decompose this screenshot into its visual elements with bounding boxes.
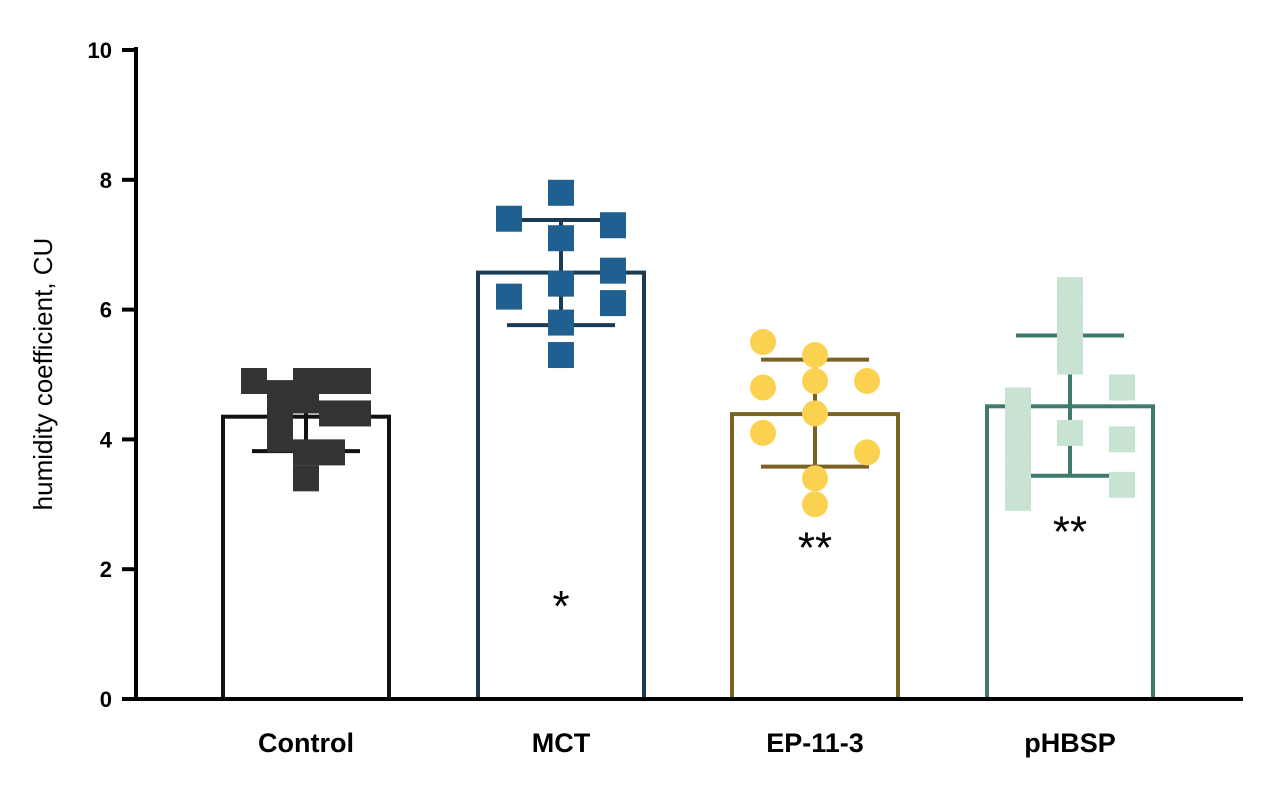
- data-point: [802, 367, 828, 394]
- data-point: [496, 283, 522, 310]
- data-point: [802, 342, 828, 369]
- data-point: [241, 367, 267, 394]
- data-point: [1109, 374, 1135, 401]
- data-point: [1057, 277, 1083, 304]
- data-point: [1057, 348, 1083, 375]
- axes-layer: [134, 47, 1243, 701]
- data-point: [345, 400, 371, 427]
- significance-marker: **: [798, 523, 832, 572]
- x-tick-label: Control: [258, 728, 354, 758]
- x-tick-label: pHBSP: [1024, 728, 1116, 758]
- data-point: [496, 205, 522, 232]
- data-point: [548, 270, 574, 297]
- x-tick-label: EP-11-3: [766, 728, 864, 758]
- bar: [476, 270, 646, 701]
- data-point: [1005, 458, 1031, 485]
- y-tick-label: 2: [100, 557, 112, 582]
- data-point: [600, 212, 626, 239]
- data-point: [1057, 419, 1083, 446]
- x-tick-label: MCT: [532, 728, 591, 758]
- y-tick-label: 6: [100, 298, 112, 323]
- data-point: [293, 439, 319, 466]
- data-point: [293, 465, 319, 492]
- data-point: [854, 367, 880, 394]
- data-point: [600, 257, 626, 284]
- data-point: [802, 465, 828, 492]
- y-tick-label: 4: [100, 427, 113, 452]
- significance-layer: *** **: [552, 507, 1087, 631]
- data-point: [1109, 426, 1135, 453]
- data-point: [548, 225, 574, 252]
- data-point: [319, 400, 345, 427]
- data-point: [802, 491, 828, 518]
- data-point: [267, 380, 293, 407]
- significance-marker: *: [552, 582, 569, 631]
- data-point: [267, 426, 293, 453]
- y-ticks-layer: 0 2 4 6 8 10: [88, 38, 136, 712]
- data-point: [345, 367, 371, 394]
- y-tick-label: 8: [100, 168, 112, 193]
- data-point: [548, 342, 574, 369]
- data-point: [548, 179, 574, 206]
- y-tick-label: 0: [100, 687, 112, 712]
- data-point: [319, 439, 345, 466]
- y-axis-label: humidity coefficient, CU: [28, 238, 58, 511]
- data-point: [293, 387, 319, 414]
- data-point: [1109, 471, 1135, 498]
- points-layer: [241, 179, 1135, 518]
- data-point: [802, 400, 828, 427]
- data-point: [1057, 303, 1083, 330]
- data-point: [750, 374, 776, 401]
- data-point: [854, 439, 880, 466]
- data-point: [1005, 406, 1031, 433]
- data-point: [750, 329, 776, 356]
- data-point: [1005, 432, 1031, 459]
- y-tick-label: 10: [88, 38, 112, 63]
- x-labels-layer: Control MCT EP-11-3 pHBSP: [258, 728, 1116, 758]
- data-point: [750, 419, 776, 446]
- data-point: [548, 309, 574, 336]
- data-point: [1005, 484, 1031, 511]
- significance-marker: **: [1053, 507, 1087, 556]
- data-point: [600, 290, 626, 317]
- data-point: [319, 367, 345, 394]
